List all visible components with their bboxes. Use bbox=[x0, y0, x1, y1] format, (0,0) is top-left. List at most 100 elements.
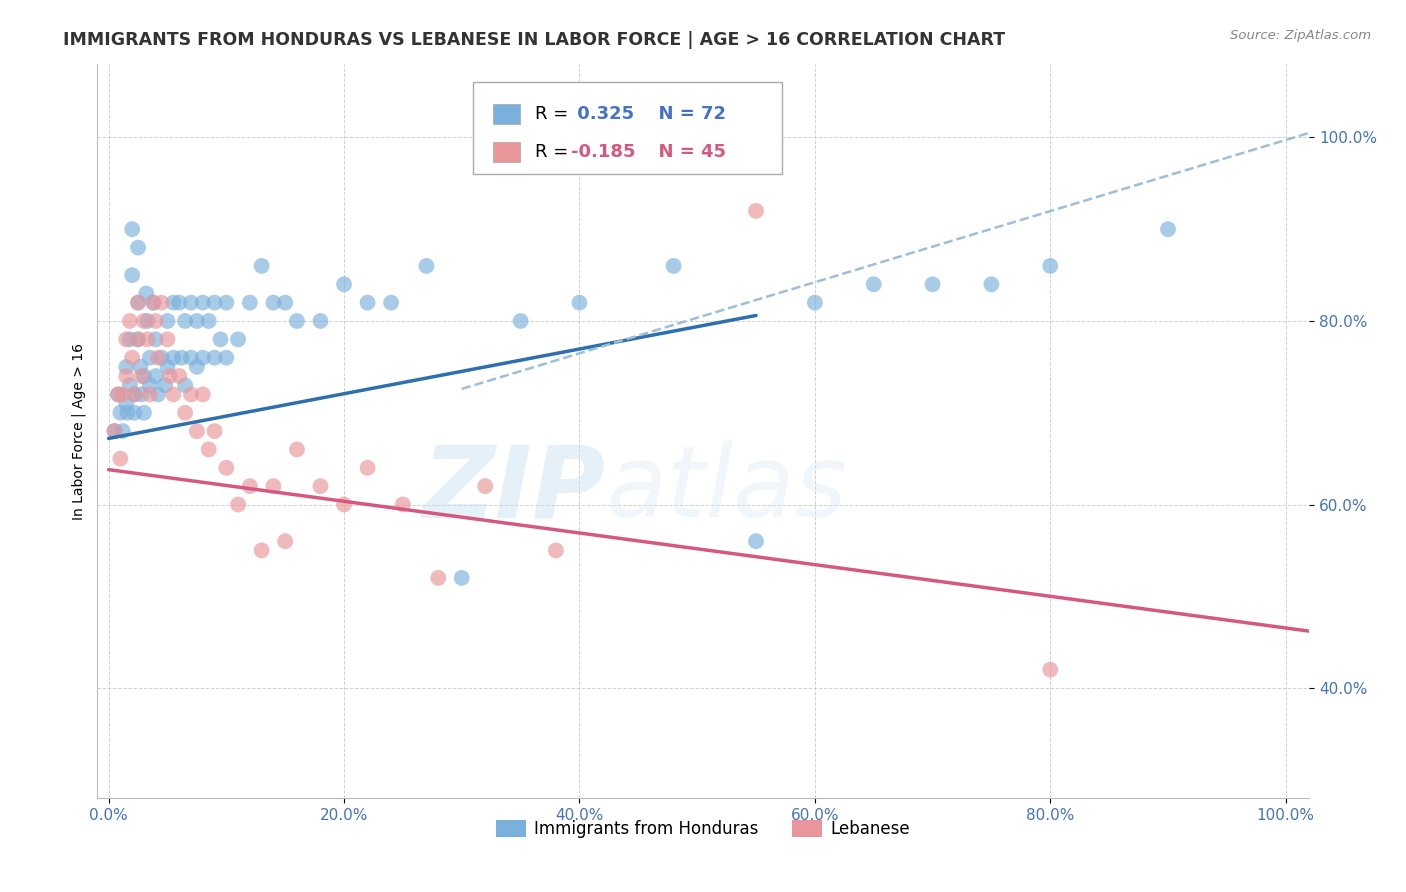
Point bbox=[110, 406, 132, 420]
Point bbox=[274, 534, 297, 549]
Point bbox=[309, 479, 332, 493]
Point bbox=[191, 387, 214, 401]
Point bbox=[250, 259, 273, 273]
Point bbox=[745, 203, 768, 218]
Point bbox=[862, 277, 884, 292]
Point bbox=[131, 387, 153, 401]
Point bbox=[204, 351, 226, 365]
Point bbox=[262, 479, 284, 493]
Point bbox=[132, 406, 155, 420]
Point bbox=[131, 369, 153, 384]
Point bbox=[392, 498, 415, 512]
Text: Source: ZipAtlas.com: Source: ZipAtlas.com bbox=[1230, 29, 1371, 42]
Text: R =: R = bbox=[534, 105, 574, 123]
Point bbox=[153, 378, 176, 392]
Point bbox=[239, 295, 262, 310]
Point bbox=[544, 543, 567, 558]
Point bbox=[107, 387, 129, 401]
Point bbox=[509, 314, 531, 328]
Point bbox=[980, 277, 1002, 292]
Text: ZIP: ZIP bbox=[423, 442, 606, 539]
Point bbox=[118, 332, 141, 346]
Point bbox=[142, 295, 165, 310]
Point bbox=[186, 359, 208, 374]
Point bbox=[568, 295, 591, 310]
Point bbox=[145, 332, 167, 346]
Point bbox=[115, 359, 138, 374]
Point bbox=[139, 387, 162, 401]
Point bbox=[380, 295, 402, 310]
Point bbox=[142, 295, 165, 310]
Point bbox=[162, 351, 184, 365]
Point bbox=[156, 359, 179, 374]
Text: -0.185: -0.185 bbox=[571, 143, 636, 161]
Point bbox=[215, 295, 238, 310]
Point bbox=[186, 424, 208, 438]
Point bbox=[174, 314, 197, 328]
Point bbox=[139, 378, 162, 392]
Point bbox=[146, 387, 169, 401]
Point bbox=[111, 387, 134, 401]
Point bbox=[197, 314, 219, 328]
Point bbox=[150, 351, 173, 365]
Point bbox=[174, 406, 197, 420]
Point bbox=[127, 295, 149, 310]
FancyBboxPatch shape bbox=[472, 82, 782, 174]
Point bbox=[209, 332, 232, 346]
Point bbox=[250, 543, 273, 558]
Point bbox=[156, 332, 179, 346]
FancyBboxPatch shape bbox=[494, 104, 520, 124]
Point bbox=[204, 295, 226, 310]
Point bbox=[127, 295, 149, 310]
Point bbox=[107, 387, 129, 401]
Y-axis label: In Labor Force | Age > 16: In Labor Force | Age > 16 bbox=[72, 343, 86, 520]
Point bbox=[139, 351, 162, 365]
Point bbox=[115, 369, 138, 384]
Point bbox=[745, 534, 768, 549]
Point bbox=[197, 442, 219, 457]
Point bbox=[117, 406, 139, 420]
Point bbox=[180, 295, 202, 310]
Point bbox=[167, 295, 190, 310]
Point bbox=[124, 406, 146, 420]
Point bbox=[285, 442, 308, 457]
Point bbox=[127, 332, 149, 346]
Point bbox=[121, 351, 143, 365]
Point bbox=[110, 451, 132, 466]
Point bbox=[662, 259, 685, 273]
Text: atlas: atlas bbox=[606, 442, 848, 539]
Point bbox=[921, 277, 943, 292]
Point bbox=[174, 378, 197, 392]
Point bbox=[132, 369, 155, 384]
Point bbox=[145, 314, 167, 328]
Point bbox=[146, 351, 169, 365]
Text: IMMIGRANTS FROM HONDURAS VS LEBANESE IN LABOR FORCE | AGE > 16 CORRELATION CHART: IMMIGRANTS FROM HONDURAS VS LEBANESE IN … bbox=[63, 31, 1005, 49]
Point bbox=[124, 387, 146, 401]
Point bbox=[309, 314, 332, 328]
Text: N = 72: N = 72 bbox=[645, 105, 725, 123]
Point bbox=[226, 498, 249, 512]
Point bbox=[162, 387, 184, 401]
Point bbox=[121, 268, 143, 282]
Point bbox=[226, 332, 249, 346]
Point bbox=[356, 295, 378, 310]
Point bbox=[191, 351, 214, 365]
Point bbox=[239, 479, 262, 493]
Point bbox=[103, 424, 125, 438]
Point bbox=[159, 369, 181, 384]
Text: 0.325: 0.325 bbox=[571, 105, 634, 123]
Point bbox=[450, 571, 472, 585]
Point bbox=[124, 387, 146, 401]
Point bbox=[115, 332, 138, 346]
Point bbox=[132, 314, 155, 328]
Point bbox=[1157, 222, 1180, 236]
Point bbox=[191, 295, 214, 310]
Point bbox=[415, 259, 437, 273]
Point bbox=[262, 295, 284, 310]
Point bbox=[127, 332, 149, 346]
Point bbox=[1039, 259, 1062, 273]
Point bbox=[333, 498, 356, 512]
Legend: Immigrants from Honduras, Lebanese: Immigrants from Honduras, Lebanese bbox=[489, 814, 917, 845]
Text: N = 45: N = 45 bbox=[645, 143, 725, 161]
Point bbox=[285, 314, 308, 328]
